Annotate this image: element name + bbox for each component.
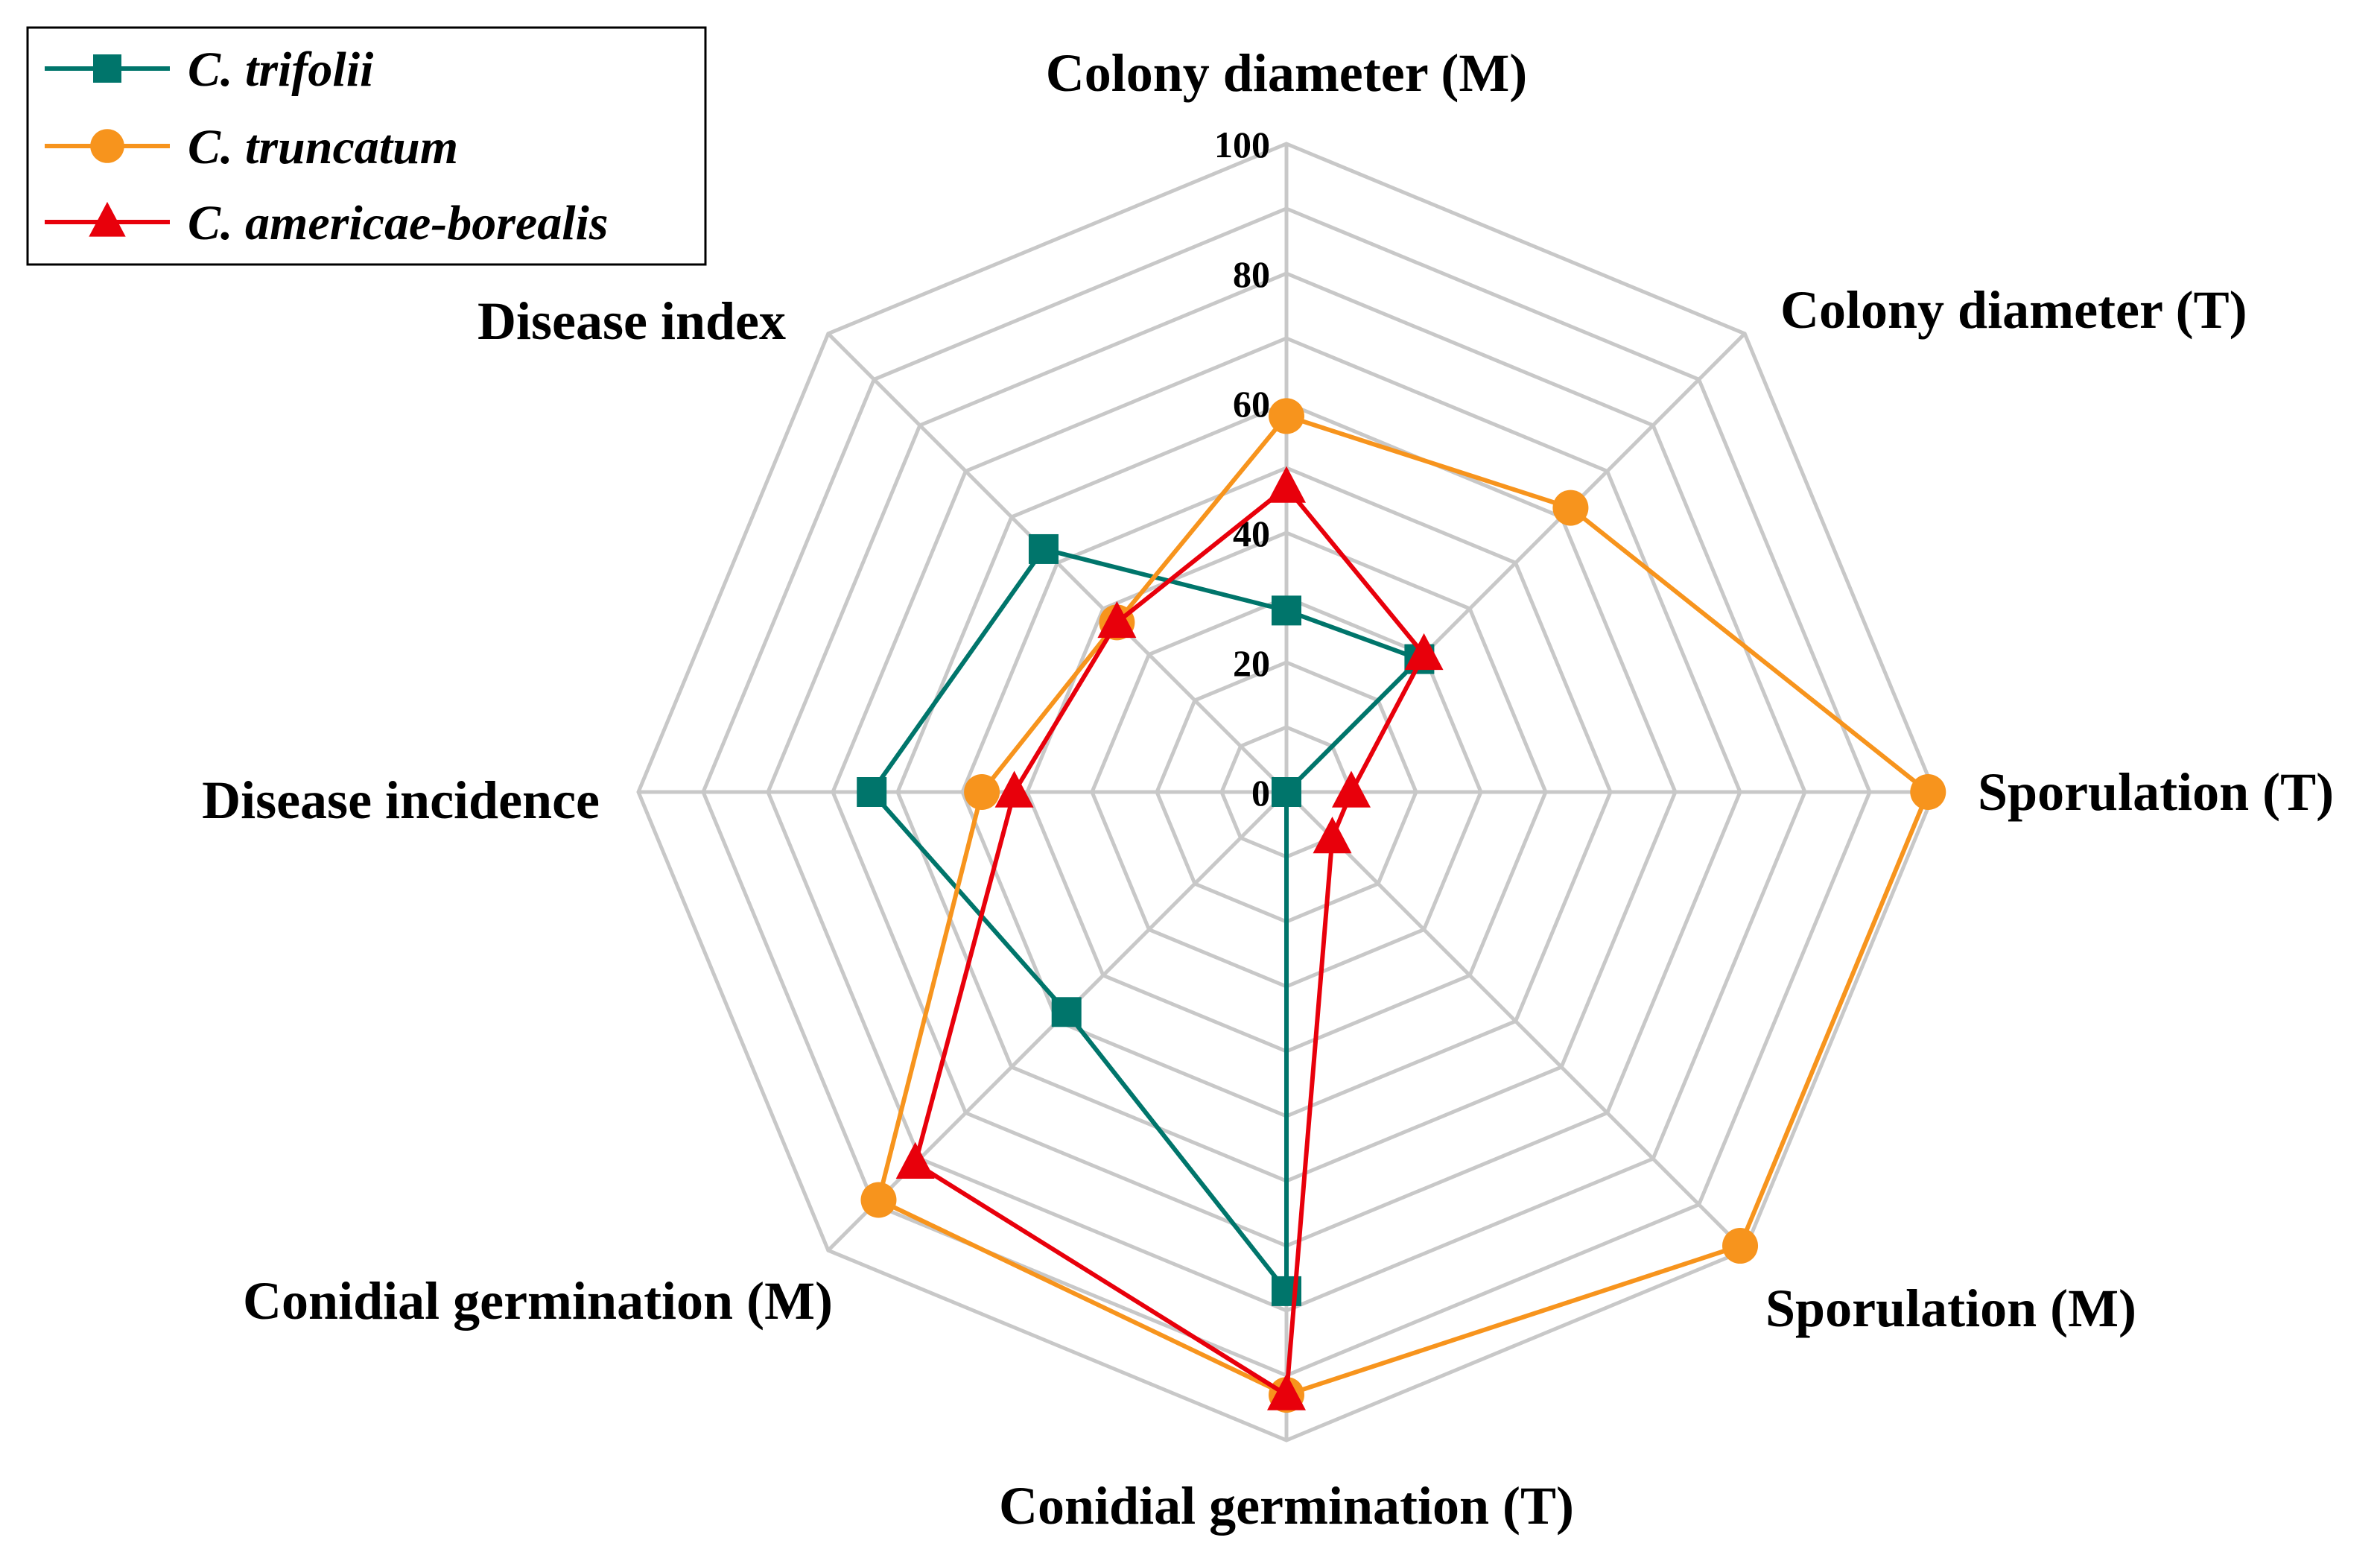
tick-label: 0 xyxy=(1251,772,1270,814)
series-group xyxy=(895,466,1444,1410)
axis-label: Conidial germination (M) xyxy=(243,1271,833,1331)
legend-label: C. trifolii xyxy=(188,42,374,97)
axis-label: Colony diameter (M) xyxy=(1046,43,1528,103)
axis-label: Disease incidence xyxy=(202,770,600,830)
series-group xyxy=(857,533,1435,1306)
data-point xyxy=(1272,595,1301,626)
data-point xyxy=(89,201,126,237)
data-point xyxy=(90,129,124,163)
data-point xyxy=(1722,1228,1759,1264)
tick-label: 60 xyxy=(1233,383,1270,425)
data-point xyxy=(93,54,121,83)
grid-spoke xyxy=(1285,791,1746,1252)
legend-label: C. americae-borealis xyxy=(188,196,609,250)
tick-label: 40 xyxy=(1233,513,1270,554)
axis-label: Colony diameter (T) xyxy=(1780,280,2247,340)
axis-label: Disease index xyxy=(477,291,786,351)
data-point xyxy=(1552,490,1589,526)
data-point xyxy=(964,774,1000,810)
data-point xyxy=(895,1141,935,1179)
radar-axis-labels: Colony diameter (M) Colony diameter (T) Sp… xyxy=(202,43,2334,1536)
legend-label: C. truncatum xyxy=(188,120,458,174)
data-point xyxy=(994,770,1034,808)
data-point xyxy=(857,777,887,807)
legend: C. trifolii C. truncatum C. americae-borea… xyxy=(26,26,707,266)
tick-label: 80 xyxy=(1233,253,1270,295)
data-point xyxy=(1910,774,1946,810)
data-point xyxy=(1272,777,1301,807)
data-point xyxy=(1332,770,1371,808)
radar-series xyxy=(857,398,1946,1413)
radar-tick-labels: 0 20 40 60 80 100 xyxy=(1214,124,1270,814)
tick-label: 20 xyxy=(1233,642,1270,684)
axis-label: Sporulation (T) xyxy=(1978,762,2334,822)
data-point xyxy=(1404,633,1444,671)
axis-label: Conidial germination (T) xyxy=(999,1476,1574,1536)
axis-label: Sporulation (M) xyxy=(1765,1279,2136,1338)
data-point xyxy=(1097,601,1137,639)
data-point xyxy=(1267,1373,1306,1410)
data-point xyxy=(1051,997,1082,1027)
data-point xyxy=(1313,816,1352,854)
data-point xyxy=(1028,533,1059,564)
tick-label: 100 xyxy=(1214,124,1270,165)
data-point xyxy=(1267,466,1306,503)
data-point xyxy=(860,1182,897,1218)
series-line xyxy=(869,546,1422,1293)
data-point xyxy=(1269,398,1304,434)
